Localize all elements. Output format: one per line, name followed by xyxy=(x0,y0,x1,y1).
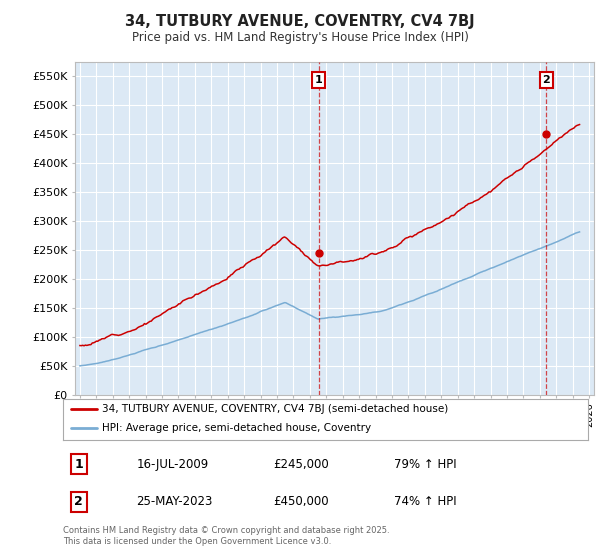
Text: HPI: Average price, semi-detached house, Coventry: HPI: Average price, semi-detached house,… xyxy=(103,423,371,433)
Text: 79% ↑ HPI: 79% ↑ HPI xyxy=(394,458,457,471)
Text: Price paid vs. HM Land Registry's House Price Index (HPI): Price paid vs. HM Land Registry's House … xyxy=(131,31,469,44)
Text: Contains HM Land Registry data © Crown copyright and database right 2025.
This d: Contains HM Land Registry data © Crown c… xyxy=(63,526,389,546)
Text: 2: 2 xyxy=(542,75,550,85)
Text: 1: 1 xyxy=(315,75,323,85)
Text: 74% ↑ HPI: 74% ↑ HPI xyxy=(394,495,457,508)
Text: 34, TUTBURY AVENUE, COVENTRY, CV4 7BJ: 34, TUTBURY AVENUE, COVENTRY, CV4 7BJ xyxy=(125,14,475,29)
Text: £245,000: £245,000 xyxy=(273,458,329,471)
Text: 2: 2 xyxy=(74,495,83,508)
Text: 34, TUTBURY AVENUE, COVENTRY, CV4 7BJ (semi-detached house): 34, TUTBURY AVENUE, COVENTRY, CV4 7BJ (s… xyxy=(103,404,449,414)
Text: 16-JUL-2009: 16-JUL-2009 xyxy=(137,458,209,471)
Text: 1: 1 xyxy=(74,458,83,471)
Text: 25-MAY-2023: 25-MAY-2023 xyxy=(137,495,213,508)
Text: £450,000: £450,000 xyxy=(273,495,329,508)
